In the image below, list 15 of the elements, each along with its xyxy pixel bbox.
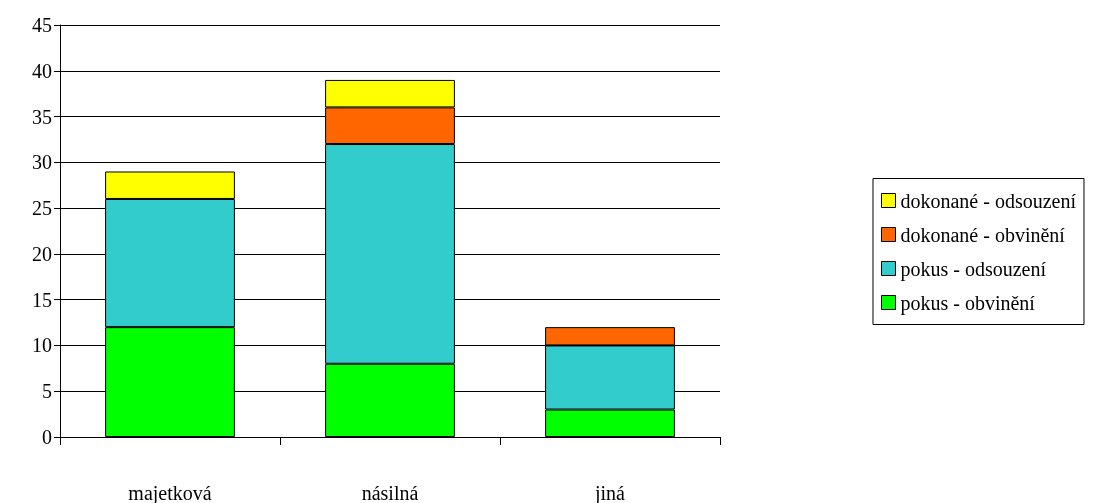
y-tick-label: 35 [32,105,52,128]
y-tick-label: 25 [32,197,52,220]
legend-label: pokus - obvinění [900,291,1036,315]
y-tick-label: 30 [32,151,52,174]
y-tick-label: 45 [32,14,52,36]
y-tick-label: 10 [32,334,52,357]
legend-label: pokus - odsouzení [900,257,1047,281]
y-tick-label: 20 [32,242,52,265]
y-tick-label: 15 [32,288,52,311]
legend-label: dokonané - obvinění [900,223,1066,246]
y-tick-label: 40 [32,59,52,82]
x-tick-label: násilná [361,482,419,503]
legend-label: dokonané - odsouzení [900,189,1077,212]
y-tick-label: 0 [42,426,52,448]
y-tick-label: 5 [42,380,52,403]
